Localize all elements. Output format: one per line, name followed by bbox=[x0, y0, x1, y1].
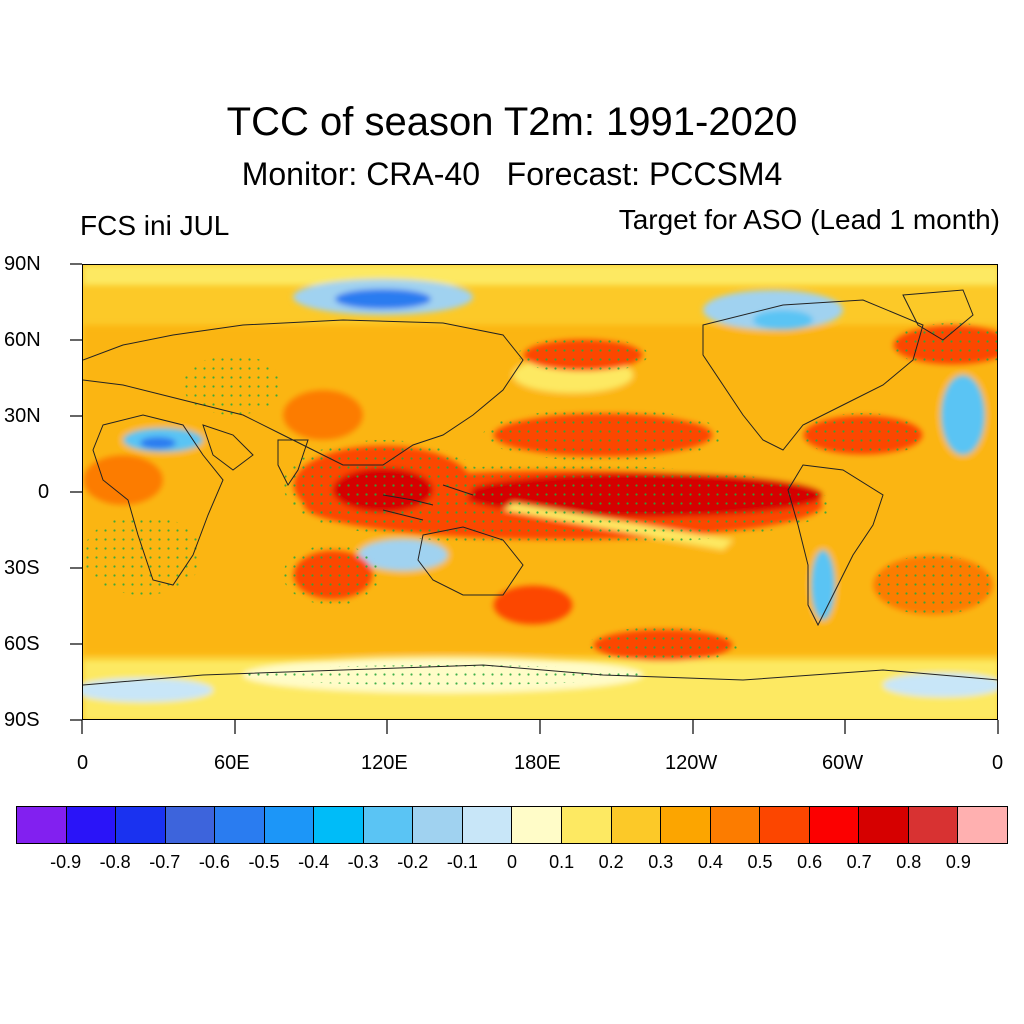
colorbar-swatch bbox=[611, 807, 662, 843]
colorbar-swatch bbox=[661, 807, 711, 843]
colorbar-tick-label: 0 bbox=[506, 852, 518, 872]
lon-label: 180E bbox=[514, 752, 561, 774]
colorbar-swatch bbox=[264, 807, 315, 843]
colorbar-swatch bbox=[908, 807, 959, 843]
lon-label: 0 bbox=[992, 752, 1004, 774]
colorbar-tick-label: 0.6 bbox=[797, 852, 823, 872]
lat-label: 60N bbox=[4, 329, 41, 351]
colorbar-swatch bbox=[710, 807, 761, 843]
lat-label: 30N bbox=[4, 405, 41, 427]
colorbar-tick-label: -0.5 bbox=[248, 852, 280, 872]
colorbar-swatch bbox=[760, 807, 810, 843]
colorbar-swatch bbox=[17, 807, 67, 843]
colorbar-tick-label: -0.1 bbox=[446, 852, 478, 872]
colorbar-swatch bbox=[363, 807, 414, 843]
colorbar-tick-label: 0.4 bbox=[697, 852, 723, 872]
lon-label: 60W bbox=[822, 752, 864, 774]
colorbar-swatch bbox=[413, 807, 463, 843]
lat-label: 0 bbox=[38, 481, 50, 503]
colorbar-swatch bbox=[165, 807, 216, 843]
lon-label: 0 bbox=[77, 752, 89, 774]
map-canvas bbox=[83, 265, 997, 719]
colorbar-swatch bbox=[809, 807, 860, 843]
colorbar-swatch bbox=[859, 807, 909, 843]
lat-label: 90N bbox=[4, 253, 41, 275]
colorbar-tick-label: 0.3 bbox=[648, 852, 674, 872]
colorbar-tick-label: 0.8 bbox=[896, 852, 922, 872]
correlation-map bbox=[82, 264, 998, 720]
colorbar-tick-label: -0.4 bbox=[298, 852, 330, 872]
lat-label: 30S bbox=[4, 557, 40, 579]
chart-title: TCC of season T2m: 1991-2020 bbox=[226, 100, 798, 144]
lat-label: 90S bbox=[4, 709, 40, 731]
lon-label: 120E bbox=[361, 752, 408, 774]
colorbar-tick-label: -0.3 bbox=[347, 852, 379, 872]
colorbar-tick-label: 0.2 bbox=[598, 852, 624, 872]
coastlines bbox=[83, 289, 997, 686]
colorbar-swatch bbox=[958, 807, 1007, 843]
significance-stippling bbox=[83, 323, 997, 685]
colorbar-swatch bbox=[512, 807, 563, 843]
colorbar-swatch bbox=[215, 807, 265, 843]
colorbar-swatch bbox=[562, 807, 612, 843]
colorbar-tick-label: 0.9 bbox=[945, 852, 971, 872]
colorbar-tick-label: 0.5 bbox=[747, 852, 773, 872]
colorbar-tick-label: -0.9 bbox=[50, 852, 82, 872]
colorbar-swatch bbox=[462, 807, 513, 843]
init-label: FCS ini JUL bbox=[80, 210, 230, 241]
colorbar-swatch bbox=[116, 807, 166, 843]
lon-label: 120W bbox=[665, 752, 718, 774]
colorbar-tick-label: 0.1 bbox=[549, 852, 575, 872]
lon-label: 60E bbox=[214, 752, 250, 774]
colorbar-swatch bbox=[314, 807, 364, 843]
colorbar-tick-label: 0.7 bbox=[846, 852, 872, 872]
chart-subtitle: Monitor: CRA-40 Forecast: PCCSM4 bbox=[241, 156, 783, 192]
target-label: Target for ASO (Lead 1 month) bbox=[618, 204, 1000, 235]
colorbar-swatch bbox=[66, 807, 117, 843]
colorbar bbox=[16, 806, 1008, 844]
colorbar-tick-label: -0.7 bbox=[149, 852, 181, 872]
colorbar-tick-label: -0.2 bbox=[397, 852, 429, 872]
colorbar-tick-label: -0.8 bbox=[99, 852, 131, 872]
lat-label: 60S bbox=[4, 633, 40, 655]
colorbar-tick-label: -0.6 bbox=[198, 852, 230, 872]
